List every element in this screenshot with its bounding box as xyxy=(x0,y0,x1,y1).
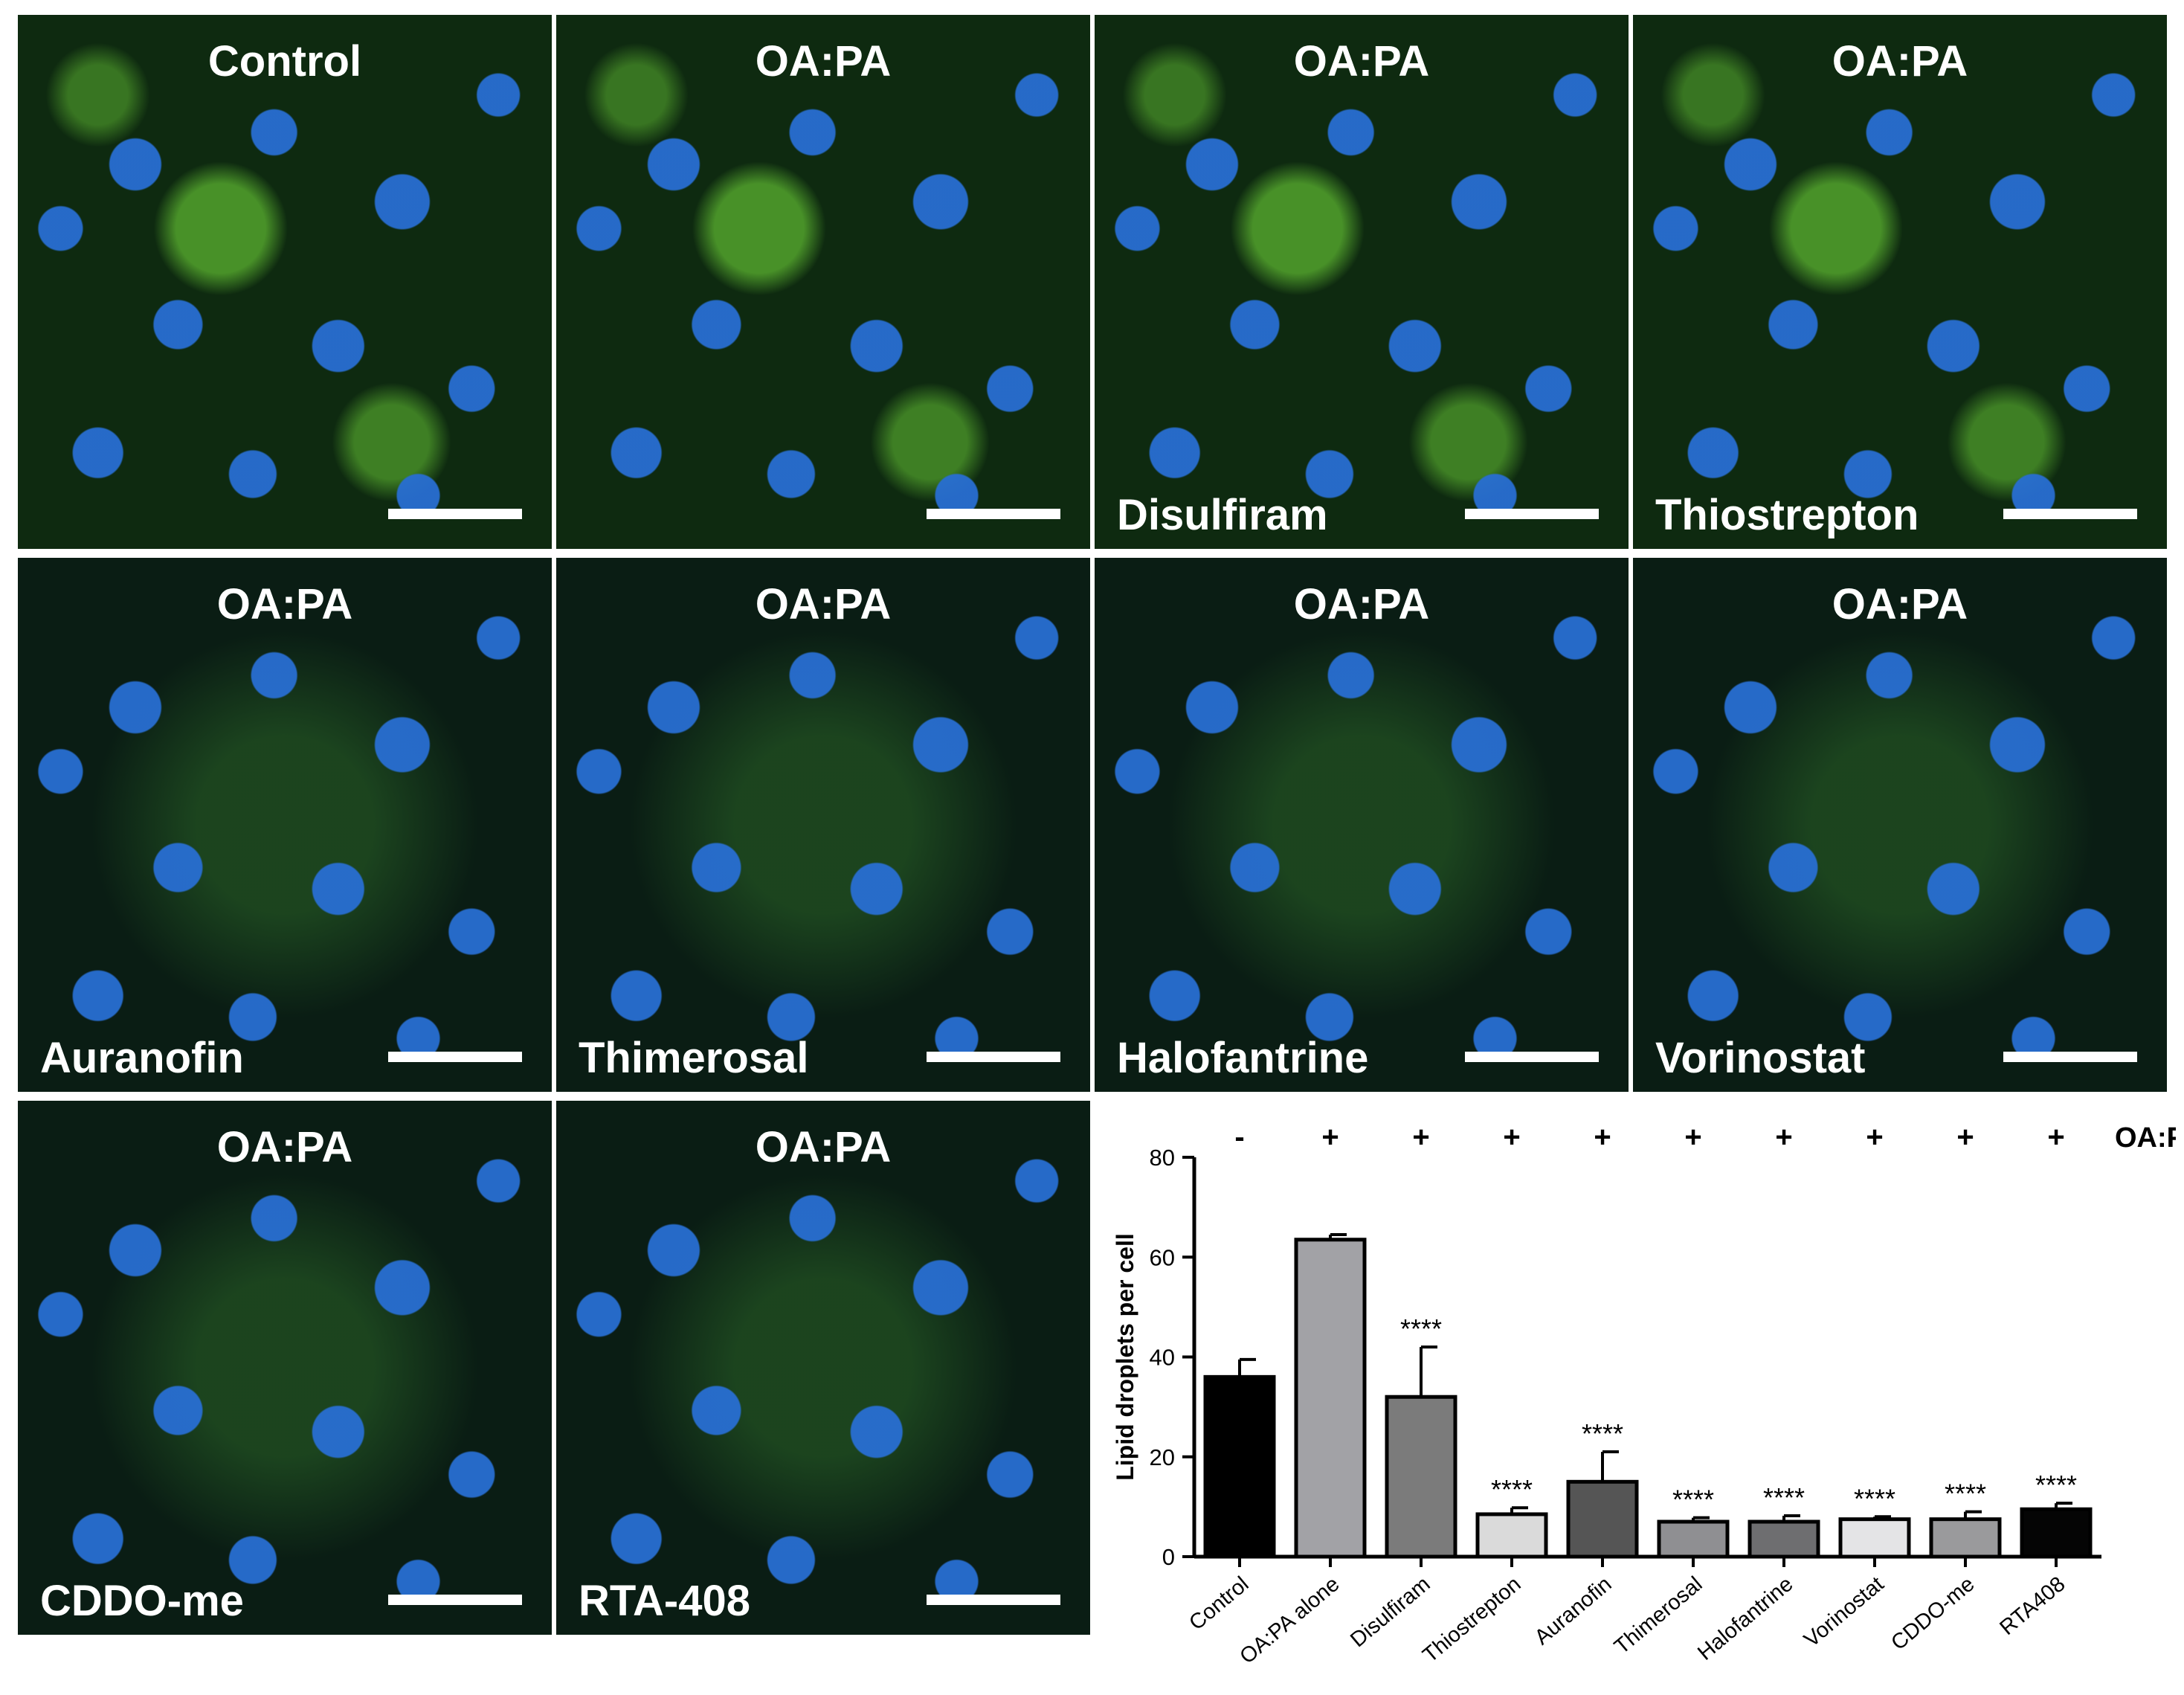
panel-top-label: OA:PA xyxy=(1293,37,1430,86)
x-tick-label: RTA408 xyxy=(1995,1572,2069,1640)
micrograph-panel-8: OA:PA Vorinostat xyxy=(1633,558,2167,1092)
scale-bar xyxy=(2003,1052,2137,1062)
bar xyxy=(1657,1519,1730,1559)
panel-treatment-label: Halofantrine xyxy=(1117,1034,1369,1082)
oapa-indicator: - xyxy=(1234,1121,1244,1154)
micrograph-panel-6: OA:PA Thimerosal xyxy=(556,558,1090,1092)
micrograph-panel-2: OA:PA xyxy=(556,15,1090,549)
oapa-row-label: OA:P A xyxy=(2115,1122,2176,1154)
scale-bar xyxy=(388,1595,522,1605)
x-tick-label: CDDO-me xyxy=(1887,1572,1979,1656)
micrograph-panel-1: Control xyxy=(18,15,552,549)
panel-treatment-label: CDDO-me xyxy=(40,1577,244,1625)
panel-treatment-label: Thiostrepton xyxy=(1655,491,1919,539)
bar xyxy=(1294,1238,1367,1559)
scale-bar xyxy=(927,1052,1060,1062)
x-tick-label: Auranofin xyxy=(1530,1572,1617,1650)
bar xyxy=(1566,1479,1639,1559)
y-tick-label: 40 xyxy=(1150,1345,1175,1371)
oapa-indicator: + xyxy=(1956,1121,1974,1154)
scale-bar xyxy=(388,509,522,519)
scale-bar xyxy=(1465,1052,1599,1062)
bar xyxy=(1929,1517,2002,1559)
panel-treatment-label: Disulfiram xyxy=(1117,491,1328,539)
micrograph-panel-9: OA:PA CDDO-me xyxy=(18,1101,552,1635)
scale-bar xyxy=(927,1595,1060,1605)
panel-treatment-label: RTA-408 xyxy=(579,1577,750,1625)
significance-label: **** xyxy=(1400,1313,1442,1344)
micrograph-panel-4: OA:PA Thiostrepton xyxy=(1633,15,2167,549)
x-tick-label: Halofantrine xyxy=(1693,1572,1797,1665)
panel-top-label: OA:PA xyxy=(1293,580,1430,628)
panel-treatment-label: Auranofin xyxy=(40,1034,244,1082)
bar xyxy=(1838,1517,1911,1559)
oapa-indicator: + xyxy=(1594,1121,1611,1154)
panel-top-label: Control xyxy=(207,37,362,86)
micrograph-panel-5: OA:PA Auranofin xyxy=(18,558,552,1092)
oapa-indicator: + xyxy=(1684,1121,1701,1154)
bar xyxy=(1475,1512,1548,1559)
significance-label: **** xyxy=(1491,1474,1533,1505)
significance-label: **** xyxy=(1763,1482,1805,1513)
oapa-indicator: + xyxy=(2047,1121,2064,1154)
significance-label: **** xyxy=(1854,1483,1895,1514)
y-tick-label: 0 xyxy=(1162,1544,1175,1570)
bar xyxy=(1385,1395,1457,1559)
oapa-indicator: + xyxy=(1503,1121,1520,1154)
scale-bar xyxy=(1465,509,1599,519)
bar xyxy=(2020,1507,2093,1559)
oapa-indicator: + xyxy=(1412,1121,1429,1154)
oapa-indicator: + xyxy=(1775,1121,1792,1154)
panel-top-label: OA:PA xyxy=(216,1123,353,1171)
x-tick-label: Disulfiram xyxy=(1346,1572,1434,1652)
panel-treatment-label: Thimerosal xyxy=(579,1034,809,1082)
x-tick-label: Control xyxy=(1185,1572,1253,1636)
panel-treatment-label: Vorinostat xyxy=(1655,1034,1866,1082)
scale-bar xyxy=(2003,509,2137,519)
y-tick-label: 80 xyxy=(1150,1145,1175,1171)
panel-top-label: OA:PA xyxy=(755,580,892,628)
x-tick-label: OA:PA alone xyxy=(1235,1572,1344,1669)
scale-bar xyxy=(388,1052,522,1062)
y-tick-label: 20 xyxy=(1150,1444,1175,1470)
scale-bar xyxy=(927,509,1060,519)
lipid-droplet-bar-chart: 0 20 40 60 80 Lipid droplets per cell - Control… xyxy=(1112,1121,2176,1669)
oapa-indicator: + xyxy=(1321,1121,1339,1154)
significance-label: **** xyxy=(2035,1470,2077,1500)
oapa-indicator: + xyxy=(1866,1121,1883,1154)
micrograph-panel-10: OA:PA RTA-408 xyxy=(556,1101,1090,1635)
panel-top-label: OA:PA xyxy=(1832,37,1968,86)
micrograph-panel-3: OA:PA Disulfiram xyxy=(1095,15,1629,549)
panel-top-label: OA:PA xyxy=(216,580,353,628)
panel-top-label: OA:PA xyxy=(755,1123,892,1171)
x-tick-label: Vorinostat xyxy=(1800,1572,1888,1652)
significance-label: **** xyxy=(1945,1479,1986,1509)
panel-top-label: OA:PA xyxy=(755,37,892,86)
panel-top-label: OA:PA xyxy=(1832,580,1968,628)
significance-label: **** xyxy=(1582,1418,1623,1449)
x-tick-label: Thiostrepton xyxy=(1418,1572,1525,1667)
bar xyxy=(1203,1374,1276,1559)
y-tick-label: 60 xyxy=(1150,1244,1175,1270)
x-tick-label: Thimerosal xyxy=(1610,1572,1707,1659)
bar xyxy=(1747,1519,1820,1559)
micrograph-panel-7: OA:PA Halofantrine xyxy=(1095,558,1629,1092)
y-axis-title: Lipid droplets per cell xyxy=(1112,1233,1138,1481)
significance-label: **** xyxy=(1672,1485,1714,1515)
